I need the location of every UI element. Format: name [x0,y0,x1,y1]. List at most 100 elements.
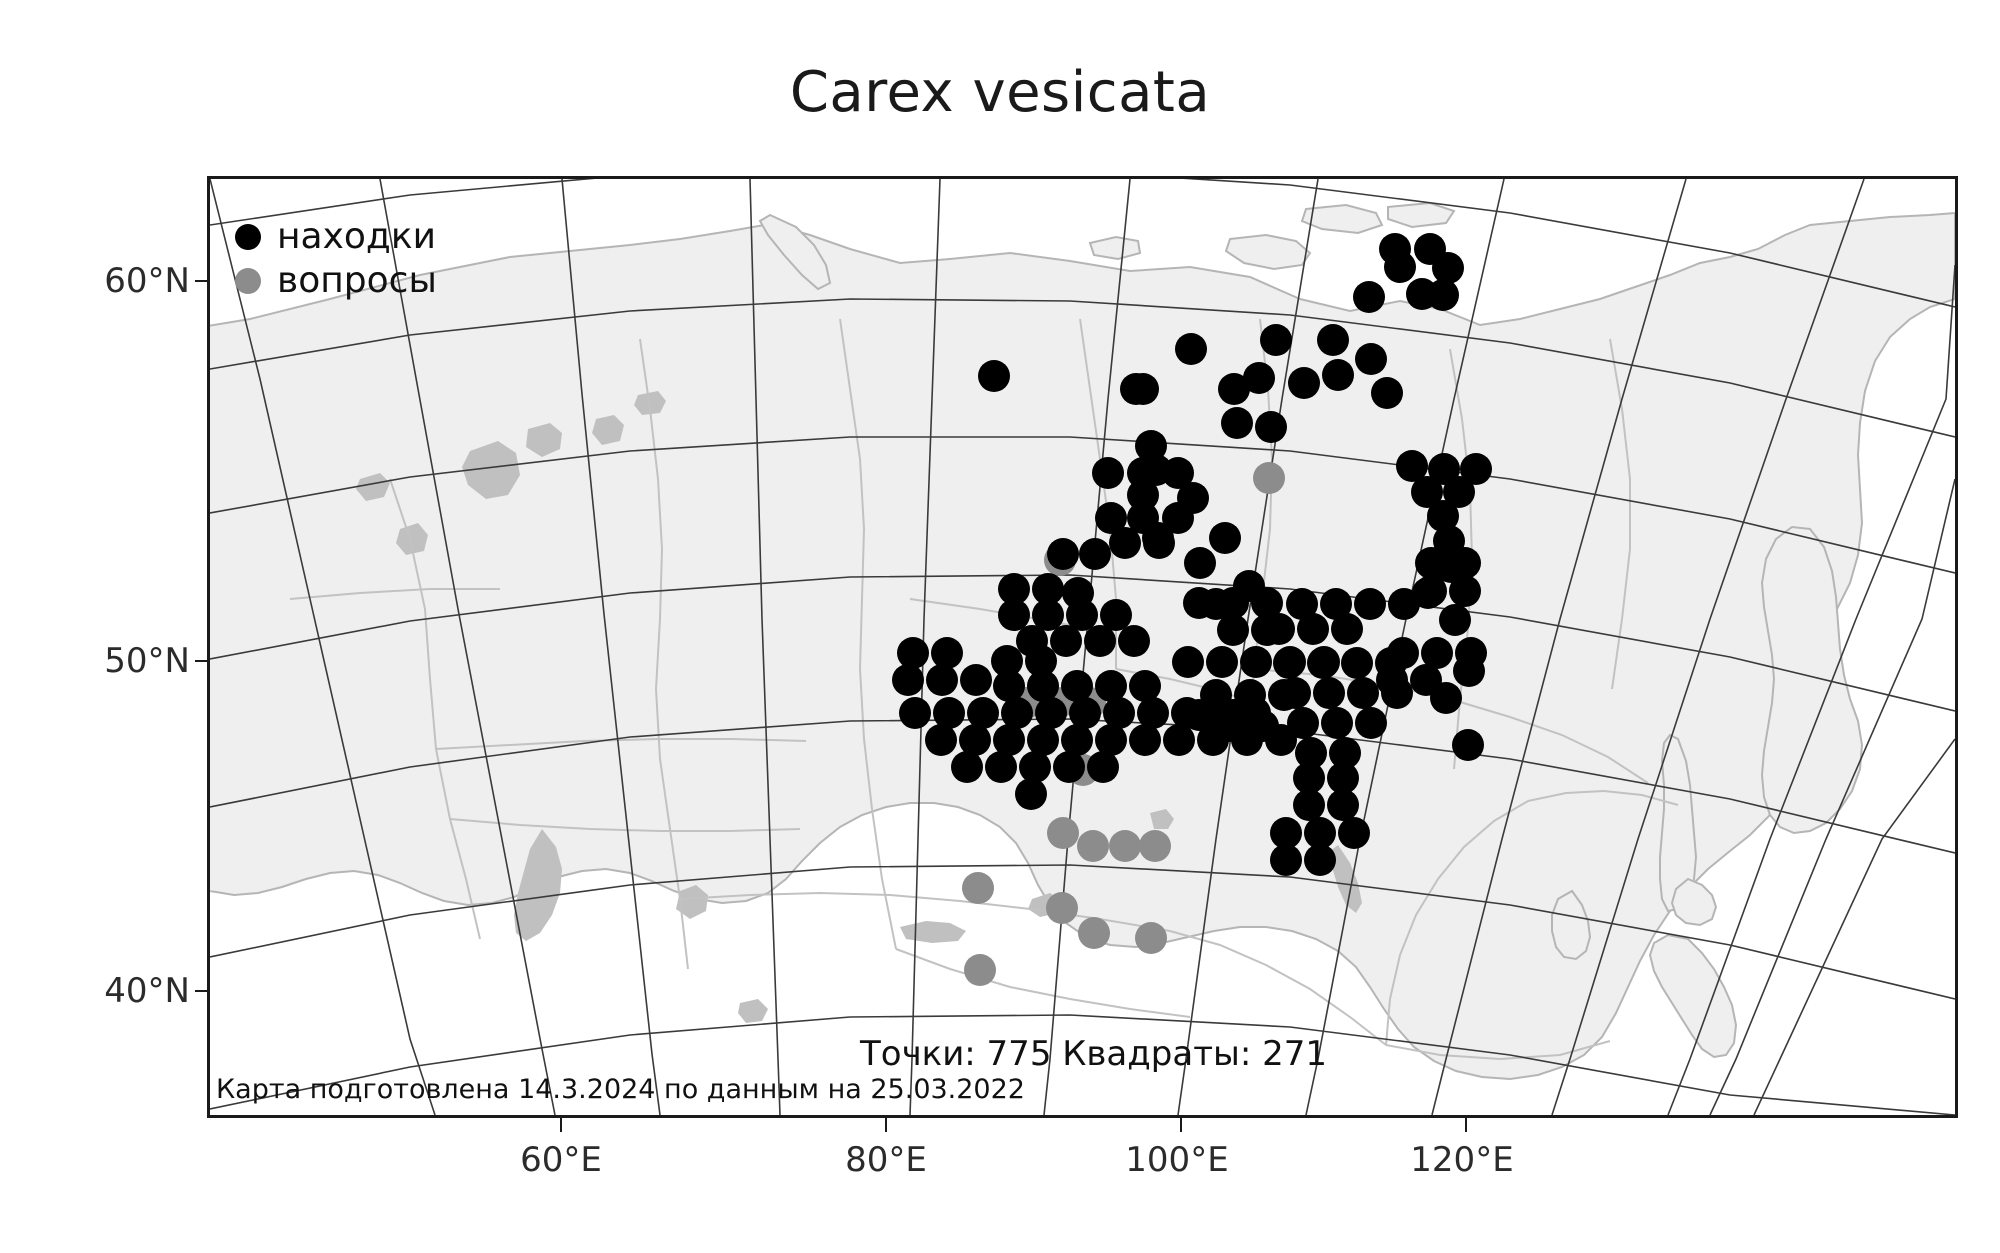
parallel-45n [210,718,1955,854]
record-dot [931,637,963,669]
record-dot [926,664,958,696]
record-dot [1313,677,1345,709]
record-dot [1127,479,1159,511]
record-dot [1184,547,1216,579]
record-dot [1273,647,1305,679]
arctic-island-d [1088,235,1142,261]
record-dot [1032,599,1064,631]
record-dot [1415,547,1447,579]
lake-b [526,423,562,457]
gray-dot-icon [235,268,261,294]
record-dot [1127,373,1159,405]
record-dot [993,670,1025,702]
record-dot [1084,625,1116,657]
question-dot [964,954,996,986]
record-dot [1322,359,1354,391]
record-dot [1129,724,1161,756]
record-dot [991,645,1023,677]
record-dot [1019,751,1051,783]
record-dot [1263,613,1295,645]
border-line-7 [1385,1040,1611,1061]
record-dot [1061,670,1093,702]
record-dot [892,664,924,696]
ytick-label-60n: 60°N [104,261,190,301]
record-dot [1221,407,1253,439]
parallel-60n [210,298,1955,438]
record-dot [1095,502,1127,534]
record-dot [1217,587,1249,619]
record-dot [1177,482,1209,514]
record-dot [998,599,1030,631]
ytick-mark-60n [195,280,209,282]
record-dot [1243,362,1275,394]
record-dot [1338,817,1370,849]
ytick-label-40n: 40°N [104,971,190,1011]
xtick-label-100e: 100°E [1125,1140,1229,1180]
legend-label-questions: вопросы [277,260,437,301]
question-dot [1047,817,1079,849]
japan-islands [1648,933,1738,1059]
border-line-5 [895,948,1191,1018]
record-dot [1410,664,1442,696]
record-dot [897,637,929,669]
meridian-70e [749,179,781,1115]
record-dot [1183,699,1215,731]
record-dot [1460,453,1492,485]
record-dot [1100,599,1132,631]
record-dot [959,724,991,756]
record-dot [1327,762,1359,794]
record-dot [1095,670,1127,702]
parallel-50n [210,574,1955,712]
map-legend: находки вопросы [235,215,437,303]
meridian-60e [561,179,661,1115]
lake-balkhash [900,921,966,943]
record-dot [1347,677,1379,709]
border-line-14 [449,818,801,832]
record-dot [1293,789,1325,821]
black-dot-icon [235,224,261,250]
record-dot [1247,710,1279,742]
question-dot [1139,830,1171,862]
prepared-annotation: Карта подготовлена 14.3.2024 по данным н… [216,1074,1025,1105]
record-dot [1015,778,1047,810]
record-dot [1455,637,1487,669]
record-dot [1092,457,1124,489]
record-dot [1317,324,1349,356]
question-dot [1109,830,1141,862]
record-dot [1443,476,1475,508]
record-dot [1217,614,1249,646]
record-dot [1032,573,1064,605]
record-dot [1320,588,1352,620]
record-dot [1355,707,1387,739]
record-dot [1001,697,1033,729]
legend-item-questions[interactable]: вопросы [235,259,437,303]
lake-baikal [1330,845,1362,913]
record-dot [1035,697,1067,729]
record-dot [960,664,992,696]
xtick-mark-80e [885,1118,887,1132]
map-frame[interactable] [207,176,1958,1118]
parallel-65n [210,179,1955,308]
map-canvas [210,179,1955,1115]
record-dot [1137,697,1169,729]
border-line-15 [435,738,807,750]
xtick-mark-60e [560,1118,562,1132]
occurrence-dots-layer [892,233,1492,986]
record-dot [1268,679,1300,711]
record-dot [1355,343,1387,375]
record-dot [1307,647,1339,679]
record-dot [1135,430,1167,462]
question-dot [1077,830,1109,862]
record-dot [1384,251,1416,283]
record-dot [1439,604,1471,636]
record-dot [1327,789,1359,821]
lake-e [396,523,428,555]
border-line-3 [839,318,897,950]
legend-item-records[interactable]: находки [235,215,437,259]
record-dot [1109,527,1141,559]
novaya-zemlya [758,213,832,291]
meridian-50e [379,179,556,1115]
record-dot [1172,646,1204,678]
record-dot [1260,324,1292,356]
